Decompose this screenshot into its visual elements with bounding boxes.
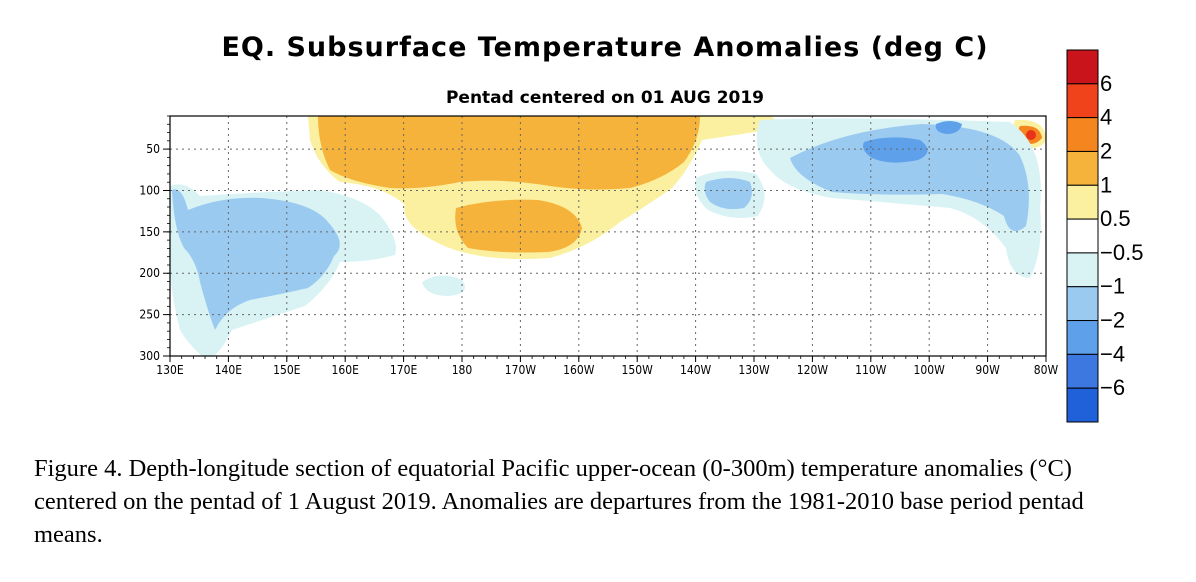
x-tick-label: 160E: [331, 363, 359, 377]
plot-area: 50 100 150 200 250 300 130E 140E 150E 160E 170E 18…: [139, 115, 1059, 377]
colorbar-swatch: [1066, 252, 1099, 288]
anomaly-region-neg-east-strong-2: [935, 121, 962, 134]
colorbar-swatch: [1066, 387, 1099, 423]
x-tick-label: 160W: [563, 363, 595, 377]
y-tick-label: 300: [139, 349, 160, 363]
colorbar-label: 2: [1100, 138, 1112, 163]
x-tick-label: 100W: [914, 363, 946, 377]
x-tick-label: 90W: [975, 363, 1000, 377]
colorbar-label: 6: [1100, 71, 1112, 96]
colorbar-label: 0.5: [1100, 206, 1131, 231]
x-axis: 130E 140E 150E 160E 170E 180 170W 160W 150W 140W 1…: [156, 356, 1059, 377]
x-tick-label: 170W: [505, 363, 537, 377]
chart-subtitle: Pentad centered on 01 AUG 2019: [446, 88, 764, 108]
anomaly-region-pos-upper: [318, 116, 700, 190]
colorbar-swatch: [1066, 49, 1099, 85]
colorbar-label: −1: [1100, 274, 1125, 299]
colorbar-swatch: [1066, 117, 1099, 152]
colorbar: 6 4 2 1 0.5 −0.5 −1 −2 −4 −6: [1066, 49, 1143, 423]
colorbar-swatch: [1066, 286, 1099, 322]
figure: EQ. Subsurface Temperature Anomalies (de…: [139, 32, 1143, 423]
y-tick-label: 100: [139, 183, 160, 197]
x-tick-label: 150E: [273, 363, 301, 377]
anomaly-region-pos-lower: [455, 199, 582, 253]
anomaly-region-neg-east-core: [790, 124, 1029, 232]
colorbar-label: 4: [1100, 105, 1112, 130]
y-tick-label: 200: [139, 266, 160, 280]
x-tick-label: 110W: [855, 363, 887, 377]
plot-frame: [169, 115, 1047, 357]
colorbar-label: −4: [1100, 341, 1125, 366]
anomaly-region-neg-east-strong: [863, 137, 928, 163]
y-tick-label: 150: [139, 225, 160, 239]
colorbar-label: −0.5: [1100, 240, 1143, 265]
x-tick-label: 180: [452, 363, 473, 377]
x-tick-label: 130W: [738, 363, 770, 377]
anomaly-region-neg-west-tail: [422, 275, 465, 296]
colorbar-swatch: [1066, 218, 1099, 254]
x-tick-label: 80W: [1034, 363, 1059, 377]
figure-caption: Figure 4. Depth-longitude section of equ…: [34, 455, 1084, 548]
x-tick-label: 150W: [622, 363, 654, 377]
anomaly-region-neg-central-core: [704, 178, 752, 210]
x-tick-label: 120W: [797, 363, 829, 377]
colorbar-swatch: [1066, 83, 1099, 119]
colorbar-label: −2: [1100, 308, 1125, 333]
colorbar-swatch: [1066, 184, 1099, 220]
colorbar-label: −6: [1100, 375, 1125, 400]
colorbar-swatch: [1066, 353, 1099, 389]
y-axis: 50 100 150 200 250 300: [139, 115, 170, 363]
colorbar-swatch: [1066, 320, 1099, 355]
colorbar-label: 1: [1100, 172, 1112, 197]
chart-title: EQ. Subsurface Temperature Anomalies (de…: [221, 32, 988, 63]
colorbar-swatch: [1066, 150, 1099, 186]
anomaly-field: [170, 116, 1046, 356]
y-tick-label: 50: [146, 142, 160, 156]
anomaly-region-neg-west-core: [172, 189, 340, 330]
x-tick-label: 130E: [156, 363, 184, 377]
x-tick-label: 170E: [390, 363, 418, 377]
x-tick-label: 140E: [215, 363, 243, 377]
x-tick-label: 140W: [680, 363, 712, 377]
y-tick-label: 250: [139, 308, 160, 322]
anomaly-region-pos-east-core: [1026, 130, 1036, 140]
gridlines: [170, 116, 1046, 356]
